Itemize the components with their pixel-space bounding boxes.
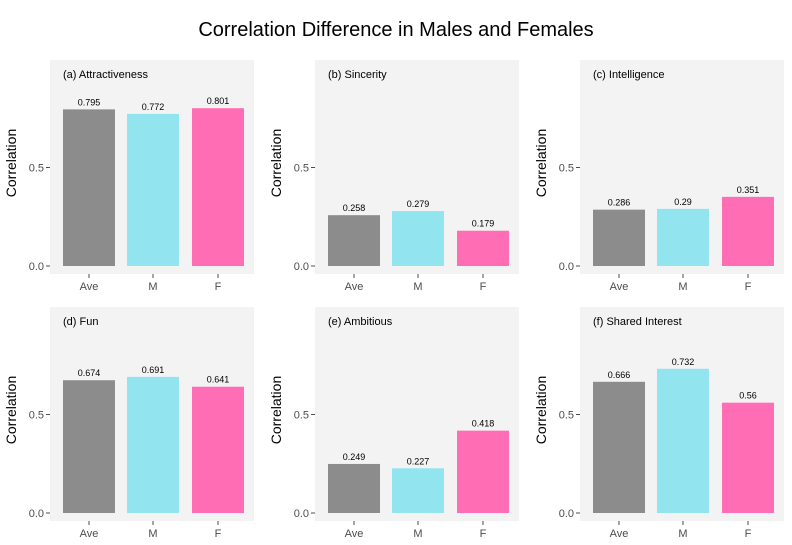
x-tick-label: Ave (610, 281, 629, 293)
data-label: 0.286 (608, 198, 631, 208)
x-tick-label: Ave (610, 528, 629, 540)
panel-title: (e) Ambitious (328, 316, 393, 328)
data-label: 0.691 (142, 365, 165, 375)
data-label: 0.351 (737, 185, 760, 195)
panel-title: (a) Attractiveness (63, 69, 148, 81)
y-tick-label: 0.5 (559, 410, 574, 422)
data-label: 0.279 (407, 199, 430, 209)
y-axis-label: Correlation (3, 376, 19, 444)
y-tick-label: 0.0 (294, 261, 309, 273)
panel-title: (c) Intelligence (593, 69, 665, 81)
x-tick-label: M (148, 528, 157, 540)
x-tick-label: Ave (345, 528, 364, 540)
data-label: 0.795 (78, 97, 101, 107)
panel-title: (f) Shared Interest (593, 316, 682, 328)
panel: (e) Ambitious Correlation 0.0 0.5 0.249 Ave 0.… (268, 307, 519, 540)
bar-m (392, 468, 444, 513)
x-tick-label: M (413, 528, 422, 540)
figure-title: Correlation Difference in Males and Fema… (198, 19, 593, 41)
data-label: 0.801 (207, 96, 230, 106)
bar-ave (63, 380, 115, 513)
panel-title: (d) Fun (63, 316, 98, 328)
y-tick-label: 0.5 (294, 163, 309, 175)
y-tick-label: 0.5 (29, 163, 44, 175)
bar-m (657, 368, 709, 513)
y-axis-label: Correlation (3, 129, 19, 197)
bar-m (392, 211, 444, 266)
y-tick-label: 0.5 (294, 410, 309, 422)
y-tick-label: 0.5 (29, 410, 44, 422)
y-tick-label: 0.0 (29, 508, 44, 520)
x-tick-label: F (480, 528, 487, 540)
x-tick-label: F (745, 281, 752, 293)
panels-container: (a) Attractiveness Correlation 0.0 0.5 0.795… (3, 60, 784, 540)
data-label: 0.179 (472, 219, 495, 229)
bar-f (192, 386, 244, 513)
bar-f (722, 196, 774, 266)
bar-m (127, 376, 179, 513)
x-tick-label: Ave (80, 281, 99, 293)
data-label: 0.227 (407, 456, 430, 466)
panel: (c) Intelligence Correlation 0.0 0.5 0.286 Av… (533, 60, 784, 293)
bar-f (722, 402, 774, 513)
y-tick-label: 0.0 (559, 508, 574, 520)
x-tick-label: Ave (80, 528, 99, 540)
data-label: 0.666 (608, 370, 631, 380)
data-label: 0.418 (472, 419, 495, 429)
bar-ave (328, 215, 380, 266)
panel-title: (b) Sincerity (328, 69, 387, 81)
y-tick-label: 0.0 (29, 261, 44, 273)
y-tick-label: 0.0 (294, 508, 309, 520)
panel: (a) Attractiveness Correlation 0.0 0.5 0.795… (3, 60, 254, 293)
bar-ave (328, 463, 380, 513)
x-tick-label: F (745, 528, 752, 540)
data-label: 0.674 (78, 368, 101, 378)
bar-f (192, 108, 244, 266)
data-label: 0.258 (343, 203, 366, 213)
data-label: 0.772 (142, 102, 165, 112)
bar-m (657, 208, 709, 266)
data-label: 0.732 (672, 357, 695, 367)
x-tick-label: M (148, 281, 157, 293)
bar-m (127, 113, 179, 266)
bar-ave (593, 381, 645, 513)
y-axis-label: Correlation (268, 376, 284, 444)
x-tick-label: M (678, 528, 687, 540)
x-tick-label: M (678, 281, 687, 293)
y-axis-label: Correlation (268, 129, 284, 197)
data-label: 0.56 (739, 391, 757, 401)
x-tick-label: F (215, 528, 222, 540)
y-tick-label: 0.5 (559, 163, 574, 175)
x-tick-label: Ave (345, 281, 364, 293)
y-axis-label: Correlation (533, 129, 549, 197)
data-label: 0.641 (207, 375, 230, 385)
x-tick-label: M (413, 281, 422, 293)
x-tick-label: F (480, 281, 487, 293)
bar-f (457, 230, 509, 266)
data-label: 0.29 (674, 197, 692, 207)
bar-ave (63, 109, 115, 266)
panel: (f) Shared Interest Correlation 0.0 0.5 0.66… (533, 307, 784, 540)
x-tick-label: F (215, 281, 222, 293)
bar-ave (593, 209, 645, 266)
data-label: 0.249 (343, 452, 366, 462)
y-axis-label: Correlation (533, 376, 549, 444)
bar-f (457, 430, 509, 513)
panel: (b) Sincerity Correlation 0.0 0.5 0.258 Ave 0.… (268, 60, 519, 293)
y-tick-label: 0.0 (559, 261, 574, 273)
panel: (d) Fun Correlation 0.0 0.5 0.674 Ave 0.691 M 0.… (3, 307, 254, 540)
